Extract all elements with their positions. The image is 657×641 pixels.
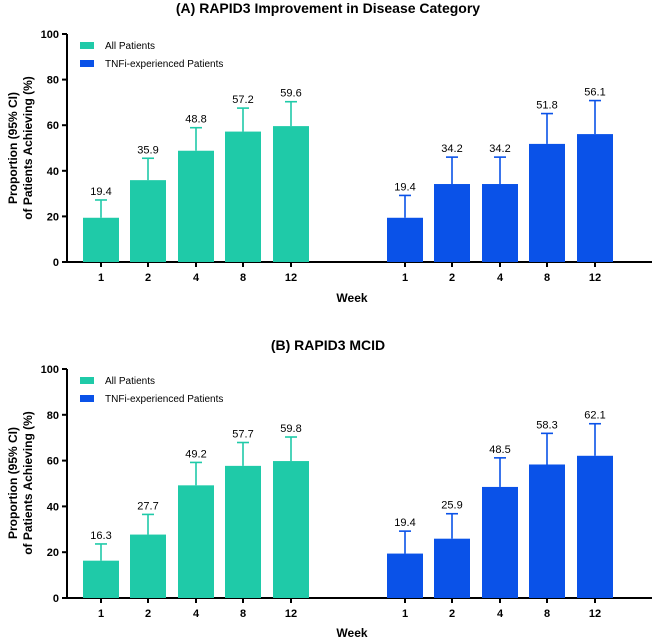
x-tick-label: 1 (402, 272, 408, 284)
data-label: 58.3 (536, 419, 557, 431)
bar (83, 217, 119, 262)
y-tick-label: 100 (41, 364, 59, 376)
data-label: 16.3 (90, 530, 111, 542)
data-label: 51.8 (536, 100, 557, 112)
data-label: 48.8 (185, 114, 206, 126)
data-label: 49.2 (185, 448, 206, 460)
bar (225, 465, 261, 598)
x-tick-label: 2 (449, 272, 455, 284)
data-label: 34.2 (441, 143, 462, 155)
bar (387, 217, 423, 262)
bar (178, 485, 214, 598)
x-tick-label: 1 (402, 608, 408, 620)
x-tick-label: 4 (193, 272, 200, 284)
bar (225, 131, 261, 262)
chart-panel-a: (A) RAPID3 Improvement in Disease Catego… (6, 0, 652, 305)
bar (482, 486, 518, 598)
legend-swatch (80, 377, 94, 384)
x-tick-label: 2 (449, 608, 455, 620)
bar (577, 134, 613, 262)
bar (130, 180, 166, 262)
y-tick-label: 80 (47, 75, 59, 87)
x-tick-label: 1 (98, 272, 104, 284)
x-tick-label: 4 (497, 272, 504, 284)
x-tick-label: 12 (285, 608, 297, 620)
chart-panel-b: (B) RAPID3 MCID Proportion (95% CI)of Pat… (6, 337, 652, 640)
data-label: 25.9 (441, 500, 462, 512)
data-label: 27.7 (137, 500, 158, 512)
x-tick-label: 12 (589, 272, 601, 284)
legend-label: All Patients (105, 41, 155, 52)
data-label: 19.4 (394, 517, 415, 529)
y-tick-label: 0 (53, 593, 59, 605)
y-tick-label: 0 (53, 257, 59, 269)
legend-swatch (80, 60, 94, 67)
data-label: 19.4 (90, 186, 111, 198)
data-label: 62.1 (584, 410, 605, 422)
legend-swatch (80, 42, 94, 49)
legend-swatch (80, 395, 94, 402)
x-tick-label: 4 (497, 608, 504, 620)
bar (387, 553, 423, 598)
y-axis-label: Proportion (95% CI)of Patients Achieving… (6, 411, 35, 555)
x-axis-label: Week (336, 291, 367, 305)
y-tick-label: 40 (47, 166, 59, 178)
bar (83, 560, 119, 598)
data-label: 57.7 (232, 429, 253, 441)
data-label: 56.1 (584, 87, 605, 99)
bar (178, 150, 214, 262)
y-tick-label: 20 (47, 547, 59, 559)
data-label: 59.6 (280, 88, 301, 100)
y-tick-label: 20 (47, 211, 59, 223)
x-axis-label: Week (336, 626, 367, 640)
data-label: 48.5 (489, 444, 510, 456)
data-label: 59.8 (280, 423, 301, 435)
bar (529, 143, 565, 262)
y-tick-label: 60 (47, 120, 59, 132)
legend-label: All Patients (105, 376, 155, 387)
bar (577, 455, 613, 598)
bar (130, 534, 166, 598)
bar (273, 126, 309, 262)
x-tick-label: 8 (544, 272, 550, 284)
y-tick-label: 40 (47, 501, 59, 513)
chart-title: (B) RAPID3 MCID (271, 337, 385, 353)
x-tick-label: 2 (145, 272, 151, 284)
chart-title: (A) RAPID3 Improvement in Disease Catego… (176, 0, 480, 16)
y-tick-label: 80 (47, 410, 59, 422)
x-tick-label: 2 (145, 608, 151, 620)
bar (482, 184, 518, 262)
y-tick-label: 100 (41, 29, 59, 41)
bar (434, 538, 470, 598)
legend-label: TNFi-experienced Patients (105, 59, 223, 70)
bar (529, 464, 565, 598)
x-tick-label: 8 (544, 608, 550, 620)
data-label: 57.2 (232, 94, 253, 106)
x-tick-label: 1 (98, 608, 104, 620)
data-label: 35.9 (137, 144, 158, 156)
legend-label: TNFi-experienced Patients (105, 394, 223, 405)
y-tick-label: 60 (47, 456, 59, 468)
x-tick-label: 12 (285, 272, 297, 284)
data-label: 19.4 (394, 181, 415, 193)
x-tick-label: 8 (240, 608, 246, 620)
y-axis-label: Proportion (95% CI)of Patients Achieving… (6, 76, 35, 220)
data-label: 34.2 (489, 143, 510, 155)
x-tick-label: 4 (193, 608, 200, 620)
x-tick-label: 12 (589, 608, 601, 620)
bar (273, 461, 309, 598)
x-tick-label: 8 (240, 272, 246, 284)
bar (434, 184, 470, 262)
